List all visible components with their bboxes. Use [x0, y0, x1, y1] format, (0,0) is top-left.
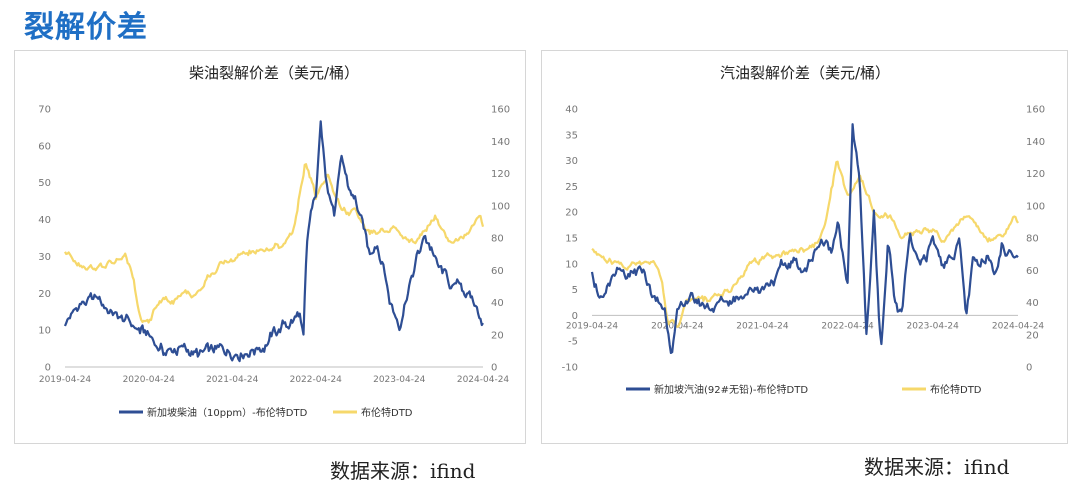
diesel-x-tick-label: 2021-04-24 [206, 375, 259, 385]
diesel-left-tick-label: 50 [38, 178, 51, 189]
diesel-right-tick-label: 80 [491, 234, 504, 245]
diesel-x-tick-label: 2019-04-24 [39, 375, 92, 385]
gasoline-left-tick-label: 10 [565, 259, 578, 270]
gasoline-right-tick-label: 0 [1026, 363, 1032, 374]
gasoline-right-tick-label: 160 [1026, 105, 1045, 116]
diesel-chart-title: 柴油裂解价差（美元/桶） [189, 64, 359, 82]
diesel-chart-svg: 柴油裂解价差（美元/桶） 0 10 20 30 40 50 60 70 0 20 40 60 80 100 1… [38, 64, 510, 419]
gasoline-x-tick-label: 2019-04-24 [566, 321, 619, 331]
diesel-right-tick-label: 120 [491, 169, 510, 180]
diesel-right-tick-label: 140 [491, 137, 510, 148]
diesel-left-tick-label: 10 [38, 326, 51, 337]
gasoline-right-tick-label: 40 [1026, 298, 1039, 309]
diesel-x-tick-label: 2020-04-24 [123, 375, 176, 385]
gasoline-x-tick-label: 2021-04-24 [736, 321, 789, 331]
diesel-left-tick-label: 60 [38, 141, 51, 152]
gasoline-legend-label-0: 新加坡汽油(92#无铅)-布伦特DTD [654, 383, 808, 396]
diesel-right-tick-label: 60 [491, 266, 504, 277]
diesel-right-tick-label: 160 [491, 105, 510, 116]
gasoline-left-tick-label: 35 [565, 130, 578, 141]
diesel-left-tick-label: 40 [38, 215, 51, 226]
diesel-right-tick-label: 0 [491, 363, 497, 374]
gasoline-left-tick-label: 0 [572, 311, 578, 322]
gasoline-left-tick-label: 5 [572, 285, 578, 296]
source-note-right: 数据来源：ifind [864, 455, 1010, 479]
gasoline-left-tick-label: 15 [565, 234, 578, 245]
gasoline-chart-title: 汽油裂解价差（美元/桶） [720, 64, 890, 82]
gasoline-series-spread-line [590, 123, 1019, 354]
gasoline-left-tick-label: 30 [565, 156, 578, 167]
source-note-left: 数据来源：ifind [330, 459, 476, 483]
gasoline-left-tick-label: -5 [568, 337, 578, 348]
diesel-series-spread-line [63, 120, 484, 363]
gasoline-series-brent-line [591, 160, 1019, 328]
diesel-x-tick-label: 2022-04-24 [290, 375, 343, 385]
gasoline-left-tick-label: 25 [565, 182, 578, 193]
gasoline-x-tick-label: 2024-04-24 [992, 321, 1045, 331]
diesel-left-tick-label: 70 [38, 105, 51, 116]
diesel-chart-panel: 柴油裂解价差（美元/桶） 0 10 20 30 40 50 60 70 0 20 40 60 80 100 1… [14, 50, 526, 444]
gasoline-right-tick-label: 60 [1026, 266, 1039, 277]
diesel-right-tick-label: 20 [491, 330, 504, 341]
gasoline-legend-label-1: 布伦特DTD [930, 383, 982, 396]
diesel-left-tick-label: 30 [38, 252, 51, 263]
gasoline-x-tick-label: 2022-04-24 [821, 321, 874, 331]
gasoline-left-tick-label: -10 [562, 363, 578, 374]
diesel-legend-label-0: 新加坡柴油（10ppm）-布伦特DTD [147, 406, 308, 419]
diesel-left-tick-label: 20 [38, 289, 51, 300]
gasoline-chart-panel: 汽油裂解价差（美元/桶） -10 -5 0 5 10 15 20 25 30 35 40 0 20 40 60… [541, 50, 1068, 444]
gasoline-left-tick-label: 40 [565, 105, 578, 116]
page-title: 裂解价差 [24, 10, 148, 45]
diesel-right-tick-label: 100 [491, 201, 510, 212]
gasoline-chart-svg: 汽油裂解价差（美元/桶） -10 -5 0 5 10 15 20 25 30 35 40 0 20 40 60… [562, 64, 1045, 396]
diesel-x-tick-label: 2024-04-24 [457, 375, 510, 385]
diesel-series-brent-line [64, 163, 485, 324]
diesel-legend-label-1: 布伦特DTD [361, 406, 413, 419]
gasoline-right-tick-label: 20 [1026, 330, 1039, 341]
diesel-x-tick-label: 2023-04-24 [373, 375, 426, 385]
diesel-left-tick-label: 0 [45, 363, 51, 374]
gasoline-right-tick-label: 120 [1026, 169, 1045, 180]
gasoline-right-tick-label: 80 [1026, 234, 1039, 245]
gasoline-right-tick-label: 140 [1026, 137, 1045, 148]
gasoline-right-tick-label: 100 [1026, 201, 1045, 212]
diesel-right-tick-label: 40 [491, 298, 504, 309]
gasoline-left-tick-label: 20 [565, 208, 578, 219]
gasoline-x-tick-label: 2023-04-24 [907, 321, 960, 331]
